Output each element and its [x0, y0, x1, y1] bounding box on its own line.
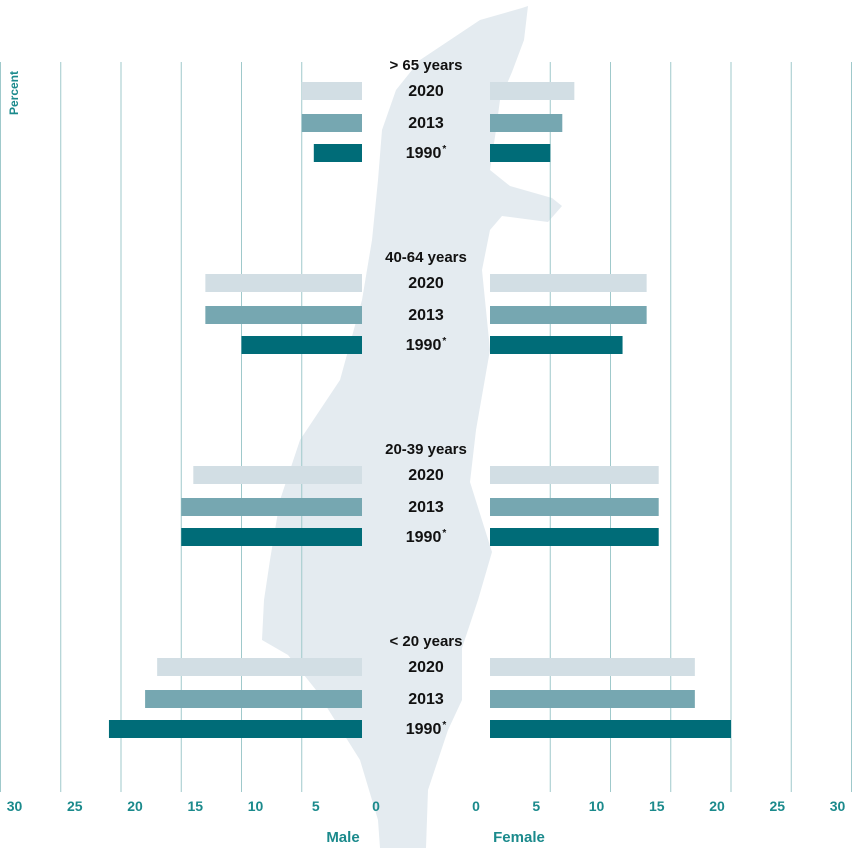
female-tick-label: 25: [769, 798, 785, 814]
female-tick-label: 5: [532, 798, 540, 814]
age-group-label: > 65 years: [390, 57, 463, 74]
year-label: 2013: [408, 499, 444, 516]
year-value: 2013: [408, 499, 444, 516]
female-tick-label: 15: [649, 798, 665, 814]
year-value: 2013: [408, 115, 444, 132]
footnote-marker: *: [442, 336, 446, 347]
footnote-marker: *: [442, 528, 446, 539]
year-value: 1990: [406, 145, 442, 162]
age-group-label: < 20 years: [390, 633, 463, 650]
male-bar-1990: [241, 336, 362, 354]
year-label: 2013: [408, 115, 444, 132]
female-bar-1990: [490, 144, 551, 162]
year-value: 1990: [406, 529, 442, 546]
male-axis-label: Male: [326, 829, 359, 846]
female-axis-label: Female: [493, 829, 545, 846]
year-label: 2013: [408, 691, 444, 708]
male-bar-2020: [301, 82, 362, 100]
x-axis-ticks: 30 30 25 25 20 20 15 15 10 10 5 5 0 0: [7, 798, 846, 814]
male-tick-label: 25: [67, 798, 83, 814]
male-bar-2013: [205, 306, 362, 324]
male-bar-1990: [108, 720, 362, 738]
female-bar-2020: [490, 658, 695, 676]
male-tick-label: 0: [372, 798, 380, 814]
male-tick-label: 30: [7, 798, 23, 814]
year-value: 2020: [408, 659, 444, 676]
y-axis-title: Percent: [7, 71, 21, 115]
male-bar-2020: [193, 466, 362, 484]
female-tick-label: 30: [830, 798, 846, 814]
year-label: 1990*: [406, 336, 447, 354]
female-bar-2020: [490, 82, 575, 100]
male-bar-2013: [301, 114, 362, 132]
year-value: 2020: [408, 467, 444, 484]
map-silhouette: [262, 6, 562, 848]
male-bar-1990: [181, 528, 362, 546]
year-label: 1990*: [406, 144, 447, 162]
age-group-label: 40-64 years: [385, 249, 467, 266]
year-value: 1990: [406, 337, 442, 354]
female-bar-2013: [490, 114, 563, 132]
female-bar-1990: [490, 720, 731, 738]
year-value: 1990: [406, 721, 442, 738]
year-label: 2020: [408, 467, 444, 484]
female-bar-1990: [490, 336, 623, 354]
year-label: 2020: [408, 83, 444, 100]
bars: [108, 82, 731, 738]
male-bar-2013: [181, 498, 362, 516]
year-value: 2013: [408, 691, 444, 708]
female-tick-label: 20: [709, 798, 725, 814]
female-bar-1990: [490, 528, 659, 546]
year-value: 2020: [408, 275, 444, 292]
year-label: 1990*: [406, 720, 447, 738]
year-label: 1990*: [406, 528, 447, 546]
female-bar-2020: [490, 466, 659, 484]
year-label: 2020: [408, 659, 444, 676]
male-tick-label: 5: [312, 798, 320, 814]
year-value: 2020: [408, 83, 444, 100]
male-bar-2020: [157, 658, 362, 676]
year-value: 2013: [408, 307, 444, 324]
female-bar-2013: [490, 690, 695, 708]
female-bar-2013: [490, 498, 659, 516]
female-tick-label: 0: [472, 798, 480, 814]
female-bar-2020: [490, 274, 647, 292]
male-bar-2013: [145, 690, 362, 708]
age-group-label: 20-39 years: [385, 441, 467, 458]
year-label: 2020: [408, 275, 444, 292]
male-tick-label: 15: [187, 798, 203, 814]
footnote-marker: *: [442, 720, 446, 731]
male-bar-2020: [205, 274, 362, 292]
male-tick-label: 20: [127, 798, 143, 814]
footnote-marker: *: [442, 144, 446, 155]
year-label: 2013: [408, 307, 444, 324]
female-tick-label: 10: [589, 798, 605, 814]
male-tick-label: 10: [248, 798, 264, 814]
male-bar-1990: [313, 144, 362, 162]
female-bar-2013: [490, 306, 647, 324]
